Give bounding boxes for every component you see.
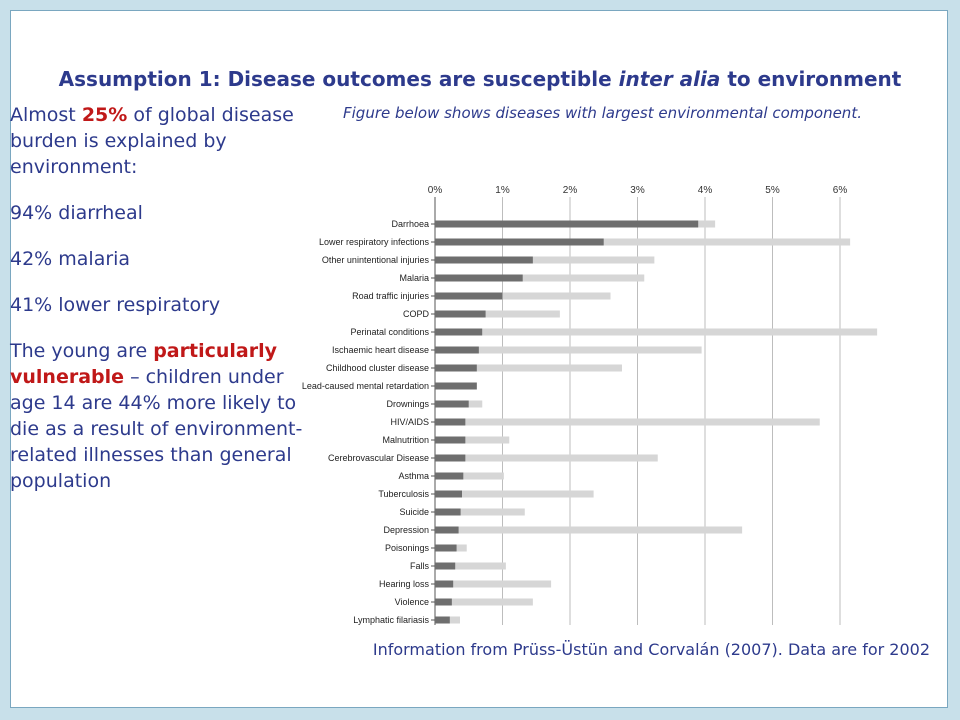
bar-environment-segment xyxy=(435,472,464,480)
bar-environment-segment xyxy=(435,274,523,282)
x-tick-label: 0% xyxy=(428,185,443,196)
bar-environment-segment xyxy=(435,310,486,318)
bar-environment-segment xyxy=(435,400,469,408)
bar-total-segment xyxy=(478,346,702,354)
category-label: Tuberculosis xyxy=(378,489,429,499)
x-tick-label: 3% xyxy=(630,185,645,196)
slide: Assumption 1: Disease outcomes are susce… xyxy=(10,10,948,708)
bar-environment-segment xyxy=(435,580,454,588)
slide-title: Assumption 1: Disease outcomes are susce… xyxy=(58,67,902,91)
figure-caption: Figure below shows diseases with largest… xyxy=(343,104,862,122)
stat-diarrheal: 94% diarrheal xyxy=(10,202,143,224)
bar-environment-segment xyxy=(435,544,457,552)
bar-environment-segment xyxy=(435,508,461,516)
bar-total-segment xyxy=(698,220,716,228)
bar-environment-segment xyxy=(435,418,466,426)
x-tick-label: 6% xyxy=(833,185,848,196)
bar-environment-segment xyxy=(435,364,477,372)
bar-total-segment xyxy=(603,238,851,246)
bar-total-segment xyxy=(468,400,483,408)
bar-total-segment xyxy=(465,418,820,426)
bar-total-segment xyxy=(463,472,504,480)
category-label: Poisonings xyxy=(385,543,430,553)
bar-environment-segment xyxy=(435,238,604,246)
bar-total-segment xyxy=(485,310,560,318)
bar-total-segment xyxy=(502,292,611,300)
bar-total-segment xyxy=(460,508,525,516)
environmental-disease-chart: 0% 1% 2% 3% 4% 5% 6% Darrhoea Lower respiratory … xyxy=(302,185,878,625)
category-label: Ischaemic heart disease xyxy=(332,345,429,355)
category-label: Other unintentional injuries xyxy=(322,255,430,265)
category-label: Violence xyxy=(395,597,429,607)
bar-environment-segment xyxy=(435,490,462,498)
bar-total-segment xyxy=(458,526,743,534)
bar-total-segment xyxy=(482,328,878,336)
bar-total-segment xyxy=(462,490,594,498)
bar-environment-segment xyxy=(435,346,479,354)
stat-young-vulnerable: The young are particularly vulnerable – … xyxy=(10,340,303,492)
bar-total-segment xyxy=(476,364,622,372)
stat-lower-respiratory: 41% lower respiratory xyxy=(10,294,221,316)
category-label: Malnutrition xyxy=(382,435,429,445)
category-label: Cerebrovascular Disease xyxy=(328,453,429,463)
category-label: Lymphatic filariasis xyxy=(353,615,429,625)
bar-environment-segment xyxy=(435,598,452,606)
stat-malaria: 42% malaria xyxy=(10,248,131,270)
bar-environment-segment xyxy=(435,382,477,390)
x-tick-label: 4% xyxy=(698,185,713,196)
bar-environment-segment xyxy=(435,292,503,300)
category-label: Falls xyxy=(410,561,430,571)
source-footer: Information from Prüss-Üstün and Corvalá… xyxy=(372,640,930,659)
category-label: Depression xyxy=(383,525,429,535)
category-label: Drownings xyxy=(386,399,429,409)
bar-environment-segment xyxy=(435,256,533,264)
category-label: Lower respiratory infections xyxy=(319,237,430,247)
bar-environment-segment xyxy=(435,454,466,462)
bar-total-segment xyxy=(465,454,658,462)
bar-total-segment xyxy=(451,598,533,606)
bar-environment-segment xyxy=(435,616,450,624)
stat-global-burden: Almost 25% of global disease burden is e… xyxy=(10,104,294,178)
bar-environment-segment xyxy=(435,562,456,570)
bar-total-segment xyxy=(453,580,552,588)
bar-total-segment xyxy=(449,616,460,624)
bar-total-segment xyxy=(532,256,655,264)
title-italic: inter alia xyxy=(618,67,721,91)
bar-total-segment xyxy=(465,436,510,444)
bar-environment-segment xyxy=(435,328,483,336)
bar-total-segment xyxy=(455,562,506,570)
x-tick-label: 2% xyxy=(563,185,578,196)
category-label: Malaria xyxy=(399,273,429,283)
category-label: Hearing loss xyxy=(379,579,430,589)
bar-environment-segment xyxy=(435,220,699,228)
category-label: COPD xyxy=(403,309,430,319)
x-tick-label: 1% xyxy=(495,185,510,196)
category-label: Suicide xyxy=(399,507,429,517)
category-label: Asthma xyxy=(398,471,429,481)
category-label: Lead-caused mental retardation xyxy=(302,381,429,391)
category-label: Childhood cluster disease xyxy=(326,363,429,373)
bar-total-segment xyxy=(522,274,645,282)
category-label: Darrhoea xyxy=(391,219,429,229)
bar-environment-segment xyxy=(435,526,459,534)
bar-environment-segment xyxy=(435,436,466,444)
x-tick-label: 5% xyxy=(765,185,780,196)
bar-total-segment xyxy=(456,544,467,552)
category-label: Perinatal conditions xyxy=(350,327,429,337)
left-text-block: Almost 25% of global disease burden is e… xyxy=(10,102,322,494)
category-label: Road traffic injuries xyxy=(352,291,429,301)
category-label: HIV/AIDS xyxy=(390,417,429,427)
